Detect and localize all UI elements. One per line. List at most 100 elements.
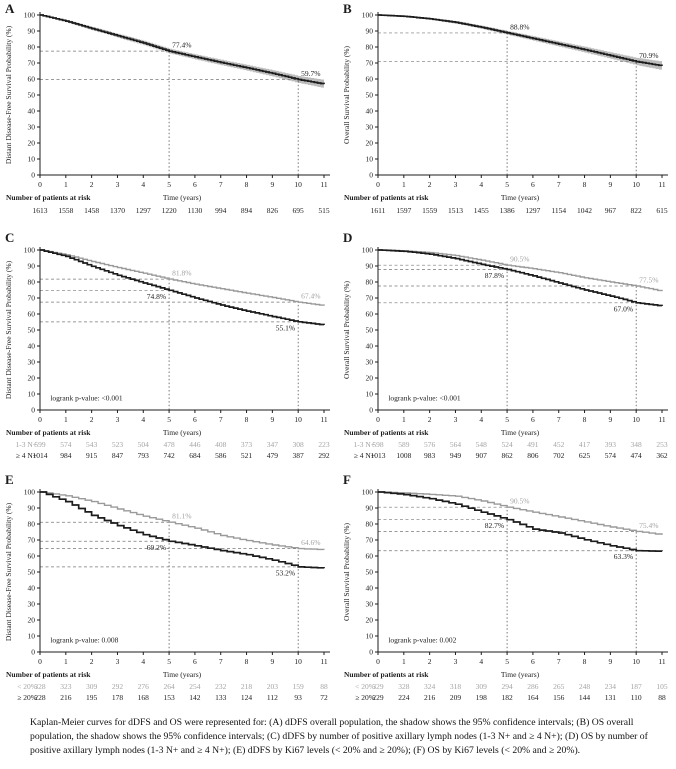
- risk-count: 1370: [110, 206, 125, 215]
- risk-count: 474: [631, 451, 643, 460]
- risk-count: 479: [267, 451, 279, 460]
- x-tick-label: 8: [583, 415, 587, 424]
- y-tick-label: 0: [369, 171, 373, 180]
- x-tick-label: 3: [116, 180, 120, 189]
- risk-row-label: < 20%: [355, 682, 375, 691]
- risk-count: 491: [527, 440, 539, 449]
- x-tick-label: 0: [38, 415, 42, 424]
- risk-count: 133: [215, 693, 227, 702]
- y-tick-label: 20: [28, 374, 36, 383]
- y-tick-label: 20: [366, 616, 374, 625]
- logrank-pvalue: logrank p-value: <0.001: [50, 393, 123, 402]
- risk-count: 949: [450, 451, 462, 460]
- y-tick-label: 60: [366, 552, 374, 561]
- y-tick-label: 70: [366, 59, 374, 68]
- risk-table-header: Number of patients at risk: [6, 428, 91, 437]
- x-tick-label: 11: [320, 657, 327, 666]
- km-curve-gray: [378, 249, 663, 292]
- risk-count: 1455: [474, 206, 489, 215]
- y-tick-label: 70: [366, 294, 374, 303]
- x-tick-label: 4: [141, 415, 145, 424]
- risk-count: 253: [656, 440, 668, 449]
- risk-count: 574: [60, 440, 72, 449]
- x-tick-label: 1: [402, 657, 406, 666]
- y-tick-label: 100: [24, 11, 36, 20]
- risk-count: 308: [293, 440, 305, 449]
- risk-count: 159: [293, 682, 305, 691]
- risk-table-header: Number of patients at risk: [6, 193, 91, 202]
- risk-count: 806: [527, 451, 539, 460]
- risk-count: 276: [138, 682, 150, 691]
- annotation-label: 74.8%: [147, 292, 166, 301]
- risk-count: 110: [631, 693, 642, 702]
- x-tick-label: 5: [505, 657, 509, 666]
- x-tick-label: 10: [294, 415, 302, 424]
- km-curve-black: [40, 249, 325, 326]
- panel-letter: C: [5, 230, 14, 245]
- x-tick-label: 7: [557, 180, 561, 189]
- risk-count: 446: [189, 440, 201, 449]
- risk-count: 984: [60, 451, 72, 460]
- risk-count: 216: [424, 693, 436, 702]
- x-tick-label: 6: [531, 657, 535, 666]
- risk-count: 515: [318, 206, 330, 215]
- risk-count: 1386: [500, 206, 515, 215]
- x-tick-label: 8: [583, 180, 587, 189]
- risk-count: 742: [163, 451, 175, 460]
- x-tick-label: 8: [245, 180, 249, 189]
- y-tick-label: 20: [28, 616, 36, 625]
- x-tick-label: 1: [402, 180, 406, 189]
- risk-count: 292: [318, 451, 330, 460]
- x-tick-label: 6: [531, 415, 535, 424]
- x-tick-label: 7: [557, 657, 561, 666]
- x-axis-title: Time (years): [163, 193, 202, 202]
- risk-count: 1008: [396, 451, 411, 460]
- panel-D-plot: D 0 10 20 30 40 50 60 70 80 90 100 0 1 2 3 4 5 6 7 8 9 10 11 Ove…: [342, 230, 668, 460]
- y-tick-label: 50: [366, 91, 374, 100]
- x-tick-label: 5: [505, 415, 509, 424]
- x-tick-label: 1: [64, 180, 68, 189]
- x-tick-label: 2: [428, 657, 432, 666]
- risk-count: 373: [241, 440, 253, 449]
- y-tick-label: 0: [31, 171, 35, 180]
- x-tick-label: 11: [658, 415, 665, 424]
- risk-count: 347: [267, 440, 279, 449]
- y-axis-title: Distant Disease-Free Survival Probabilit…: [4, 25, 13, 164]
- annotation-label: 81.1%: [172, 512, 191, 521]
- x-tick-label: 0: [376, 415, 380, 424]
- risk-count: 625: [579, 451, 591, 460]
- x-tick-label: 7: [219, 415, 223, 424]
- risk-count: 264: [163, 682, 175, 691]
- y-tick-label: 60: [28, 552, 36, 561]
- risk-count: 229: [372, 693, 384, 702]
- risk-count: 894: [241, 206, 253, 215]
- annotation-label: 81.8%: [172, 269, 191, 278]
- annotation-label: 77.5%: [639, 276, 658, 285]
- y-tick-label: 50: [366, 326, 374, 335]
- x-tick-label: 2: [90, 180, 94, 189]
- risk-count: 615: [656, 206, 668, 215]
- figure-caption: Kaplan-Meier curves for dDFS and OS were…: [30, 717, 648, 756]
- x-tick-label: 4: [479, 415, 483, 424]
- risk-count: 1597: [396, 206, 411, 215]
- annotation-label: 90.5%: [510, 497, 529, 506]
- km-curve-black: [40, 14, 325, 85]
- risk-count: 589: [398, 440, 410, 449]
- risk-count: 93: [294, 693, 302, 702]
- risk-count: 586: [215, 451, 227, 460]
- y-tick-label: 0: [369, 648, 373, 657]
- risk-count: 112: [267, 693, 278, 702]
- y-tick-label: 100: [24, 246, 36, 255]
- risk-count: 1014: [33, 451, 48, 460]
- risk-count: 1042: [577, 206, 592, 215]
- risk-count: 387: [293, 451, 305, 460]
- y-tick-label: 0: [31, 406, 35, 415]
- risk-count: 198: [476, 693, 488, 702]
- x-tick-label: 2: [428, 180, 432, 189]
- panel-A-plot: A 0 10 20 30 40 50 60 70 80 90 100 0 1 2 3 4 5 6 7 8 9 10 11 Dis…: [4, 1, 330, 215]
- risk-count: 324: [424, 682, 436, 691]
- x-tick-label: 10: [632, 415, 640, 424]
- risk-count: 695: [293, 206, 305, 215]
- x-tick-label: 3: [454, 657, 458, 666]
- y-tick-label: 30: [28, 600, 36, 609]
